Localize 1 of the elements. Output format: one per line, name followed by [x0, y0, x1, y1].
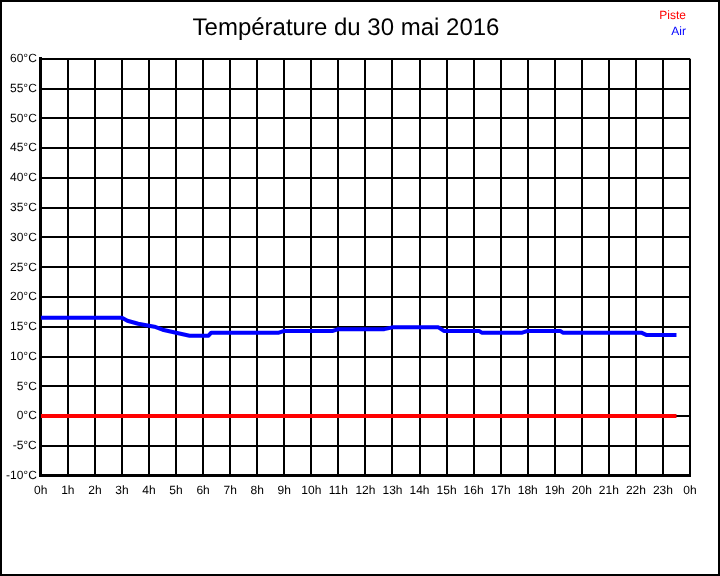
chart-title: Température du 30 mai 2016 [192, 13, 501, 42]
